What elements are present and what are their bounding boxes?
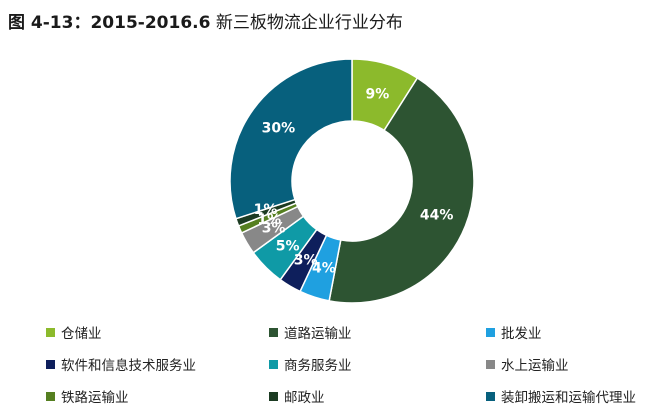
slice-label: 5%	[276, 238, 300, 254]
chart-title-prefix: 图 4-13：2015-2016.6	[8, 13, 211, 33]
legend-swatch	[486, 391, 495, 401]
legend-item: 仓储业	[46, 322, 102, 342]
slice-label: 44%	[420, 207, 454, 223]
legend-swatch	[46, 391, 55, 401]
legend-label: 批发业	[501, 326, 542, 342]
legend-label: 仓储业	[61, 326, 102, 342]
legend-item: 道路运输业	[269, 322, 352, 342]
legend-item: 软件和信息技术服务业	[46, 354, 196, 374]
legend-item: 水上运输业	[486, 354, 569, 374]
legend-label: 道路运输业	[284, 326, 352, 342]
slice-label: 1%	[257, 212, 281, 228]
legend-label: 软件和信息技术服务业	[61, 358, 196, 374]
chart-legend: 仓储业 道路运输业 批发业软件和信息技术服务业 商务服务业 水上运输业铁路运输业 邮政业 装…	[46, 322, 657, 418]
slice-label: 9%	[365, 87, 389, 103]
slice-label: 3%	[294, 252, 318, 268]
legend-item: 邮政业	[269, 386, 325, 406]
slice-label: 4%	[312, 261, 336, 277]
slice-label: 1%	[254, 202, 278, 218]
legend-swatch	[486, 359, 495, 369]
legend-swatch	[269, 391, 278, 401]
legend-item: 铁路运输业	[46, 386, 129, 406]
legend-label: 水上运输业	[501, 358, 569, 374]
slice-label: 30%	[262, 121, 296, 137]
donut-labels: 9%44%4%3%5%3%1%1%30%	[254, 87, 454, 277]
legend-swatch	[486, 327, 495, 337]
legend-item: 商务服务业	[269, 354, 352, 374]
donut-slice	[229, 58, 353, 220]
donut-slices	[229, 58, 475, 304]
legend-swatch	[46, 327, 55, 337]
legend-label: 商务服务业	[284, 358, 352, 374]
legend-swatch	[269, 327, 278, 337]
legend-item: 装卸搬运和运输代理业	[486, 386, 636, 406]
legend-swatch	[46, 359, 55, 369]
legend-label: 邮政业	[284, 390, 325, 406]
legend-swatch	[269, 359, 278, 369]
legend-item: 批发业	[486, 322, 542, 342]
legend-label: 铁路运输业	[61, 390, 129, 406]
legend-label: 装卸搬运和运输代理业	[501, 390, 636, 406]
chart-title-suffix: 新三板物流企业行业分布	[210, 13, 403, 33]
donut-slice	[328, 76, 475, 304]
slice-label: 3%	[262, 220, 286, 236]
chart-title: 图 4-13：2015-2016.6 新三板物流企业行业分布	[8, 8, 403, 33]
